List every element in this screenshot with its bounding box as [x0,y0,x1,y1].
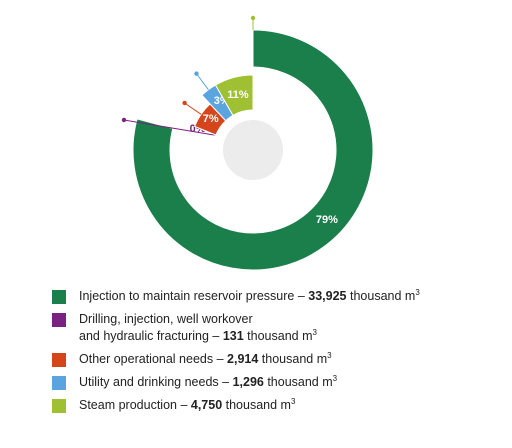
legend-unit: thousand m [263,375,333,389]
legend-unit-superscript: 3 [312,327,317,337]
legend-unit: thousand m [222,398,291,412]
slice-injection [132,29,374,271]
leader-line-drilling [123,119,214,136]
legend-label: Drilling, injection, well workover and hy… [79,311,317,345]
legend-swatch [52,376,66,390]
legend-unit-superscript: 3 [415,287,420,297]
legend-item: Steam production – 4,750 thousand m3 [52,397,502,414]
legend-label: Injection to maintain reservoir pressure… [79,288,420,305]
legend-item: Injection to maintain reservoir pressure… [52,288,502,305]
legend-unit: thousand m [346,289,416,303]
legend-unit: thousand m [258,352,328,366]
slice-label-steam: 11% [227,89,249,101]
leader-line-utility [196,73,209,91]
legend-label: Other operational needs – 2,914 thousand… [79,351,332,368]
legend-label-line2: and hydraulic fracturing – [79,329,223,343]
legend-value: 33,925 [308,289,347,303]
legend-label-line1: Drilling, injection, well workover [79,312,253,326]
legend-item: Utility and drinking needs – 1,296 thous… [52,374,502,391]
donut-chart-svg: 79%0%7%3%11% [121,15,374,271]
slice-label-operational: 7% [203,113,219,125]
legend-label-line1: Injection to maintain reservoir pressure… [79,289,309,303]
donut-center-circle [223,120,283,180]
legend-unit: thousand m [243,329,313,343]
chart-legend: Injection to maintain reservoir pressure… [52,288,502,420]
legend-item: Drilling, injection, well workover and hy… [52,311,502,345]
legend-unit-superscript: 3 [290,396,296,406]
legend-label-line1: Steam production – [79,398,191,412]
leader-dot-drilling [121,117,127,123]
legend-item: Other operational needs – 2,914 thousand… [52,351,502,368]
legend-swatch [52,399,66,413]
legend-swatch [52,290,66,304]
legend-value: 131 [222,329,244,343]
legend-label-line1: Utility and drinking needs – [79,375,233,389]
legend-swatch [52,313,66,327]
legend-label-line1: Other operational needs – [79,352,228,366]
legend-unit-superscript: 3 [327,350,332,360]
slice-label-injection: 79% [316,214,338,226]
leader-dot-utility [194,71,199,76]
leader-dot-operational [182,100,187,106]
legend-value: 1,296 [232,375,264,389]
leader-line-operational [184,102,202,115]
legend-label: Utility and drinking needs – 1,296 thous… [79,374,337,391]
legend-swatch [52,353,66,367]
slice-steam [214,74,254,117]
legend-value: 4,750 [190,398,223,412]
legend-unit-superscript: 3 [332,373,338,383]
legend-value: 2,914 [227,352,259,366]
leader-dot-top [250,15,256,21]
legend-label: Steam production – 4,750 thousand m3 [79,397,295,414]
